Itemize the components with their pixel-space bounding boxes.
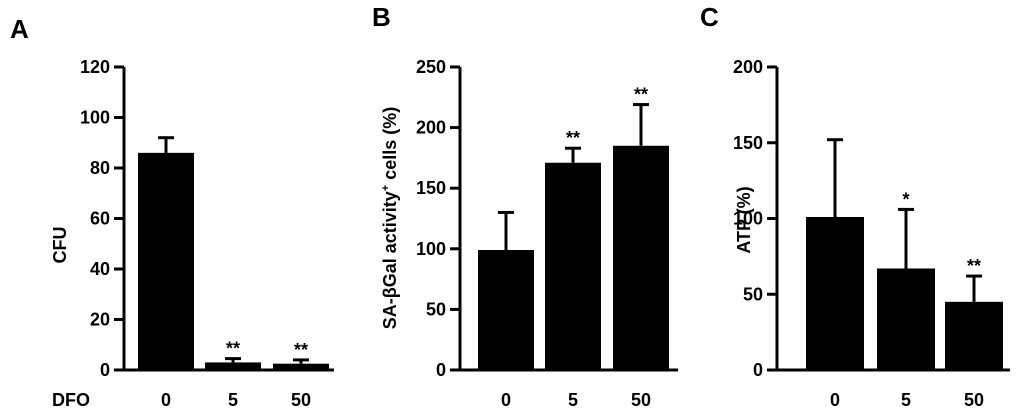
panel-c-bar (806, 216, 864, 370)
panel-c-plot: 0 50 100 150 200 0 5 * 50 ** (733, 57, 1010, 410)
panel-a: A CFU DFO 0 20 40 60 80 100 120 0 5 ** 50 ** (10, 14, 334, 410)
panel-a-x-tick-label: 50 (291, 390, 311, 410)
panel-b-bar (478, 250, 534, 370)
panel-b-y-axis-label: SA-βGal activity+ cells (%) (380, 107, 400, 330)
panel-b-bar (613, 145, 669, 370)
panel-b-x-tick-label: 5 (568, 390, 578, 410)
panel-a-y-tick-label: 20 (90, 310, 110, 330)
panel-a-x-tick-label: 0 (161, 390, 171, 410)
panel-b-y-tick-label: 50 (426, 299, 446, 319)
panel-a-x-axis-label: DFO (52, 390, 90, 410)
panel-label-a: A (10, 14, 29, 44)
panel-a-y-tick-label: 40 (90, 259, 110, 279)
panel-a-bar (138, 152, 194, 370)
panel-a-plot: 0 20 40 60 80 100 120 0 5 ** 50 ** (80, 57, 334, 410)
panel-a-bar (205, 362, 261, 370)
panel-c-y-tick-label: 0 (753, 360, 763, 380)
panel-c-significance-marker: ** (967, 256, 981, 276)
panel-b: B SA-βGal activity+ cells (%) 0501001502… (372, 2, 678, 410)
panel-b-y-tick-label: 150 (416, 178, 446, 198)
panel-b-bar (545, 162, 601, 370)
panel-a-x-tick-label: 5 (228, 390, 238, 410)
panel-b-y-tick-label: 200 (416, 118, 446, 138)
panel-b-y-axis-label-suffix: cells (%) (380, 107, 400, 185)
panel-c-x-tick-label: 50 (964, 390, 984, 410)
panel-a-y-tick-label: 80 (90, 158, 110, 178)
panel-b-y-axis-label-superscript: + (380, 185, 392, 191)
panel-c-y-tick-label: 50 (743, 284, 763, 304)
panel-c-x-tick-label: 5 (901, 390, 911, 410)
panel-a-bar (273, 363, 329, 370)
panel-a-y-axis-label: CFU (50, 227, 70, 264)
panel-a-significance-marker: ** (294, 340, 308, 360)
panel-b-x-tick-label: 50 (631, 390, 651, 410)
panel-a-y-tick-label: 0 (100, 360, 110, 380)
panel-b-y-axis-label-main: SA-βGal activity (380, 191, 400, 329)
panel-b-plot: 0 50 100 150 200 250 0 5 ** 50 ** (416, 57, 678, 410)
panel-c-y-axis-label: ATP (%) (734, 186, 754, 253)
panel-c-y-tick-label: 200 (733, 57, 763, 77)
panel-b-significance-marker: ** (566, 128, 580, 148)
panel-a-y-tick-label: 60 (90, 209, 110, 229)
panel-b-y-tick-label: 250 (416, 57, 446, 77)
panel-b-y-tick-label: 0 (436, 360, 446, 380)
panel-label-b: B (372, 2, 391, 32)
panel-a-significance-marker: ** (226, 339, 240, 359)
panel-c-bar (945, 301, 1003, 370)
panel-c-bar (877, 268, 935, 370)
panel-c: C ATP (%) 0 50 100 150 200 0 5 * 50 ** (700, 2, 1010, 410)
panel-c-y-tick-label: 150 (733, 133, 763, 153)
panel-b-x-tick-label: 0 (501, 390, 511, 410)
panel-c-significance-marker: * (902, 189, 909, 209)
panel-c-x-tick-label: 0 (830, 390, 840, 410)
panel-c-y-tick-label: 100 (733, 209, 763, 229)
panel-a-y-tick-label: 100 (80, 108, 110, 128)
panel-a-y-tick-label: 120 (80, 57, 110, 77)
panel-label-c: C (700, 2, 719, 32)
panel-b-y-tick-label: 100 (416, 239, 446, 259)
panel-b-significance-marker: ** (634, 85, 648, 105)
